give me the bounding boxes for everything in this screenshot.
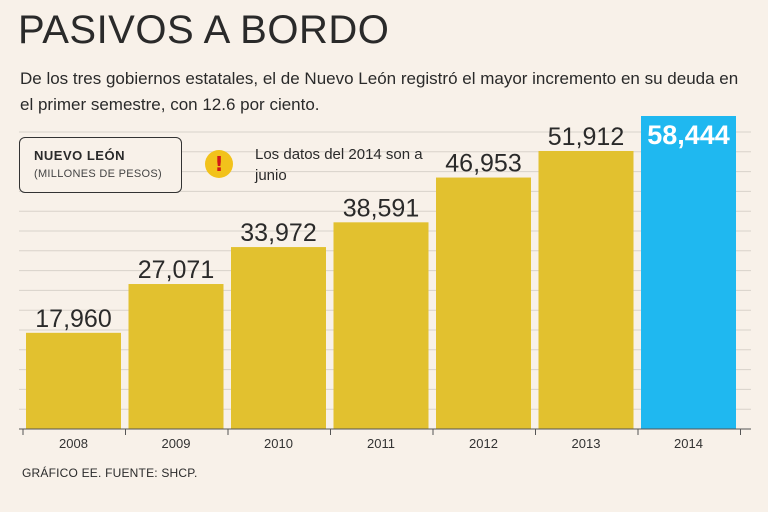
- bar-2008: [26, 332, 121, 429]
- bar-2011: [333, 222, 429, 429]
- note-text: Los datos del 2014 son a junio: [255, 146, 423, 184]
- value-label-2013: 51,912: [548, 123, 624, 151]
- value-label-2012: 46,953: [445, 150, 521, 178]
- category-label-2014: 2014: [674, 436, 703, 451]
- value-label-2011: 38,591: [343, 194, 419, 222]
- exclamation-warning-icon: !: [205, 150, 233, 178]
- legend-title: NUEVO LEÓN: [34, 148, 125, 163]
- category-label-2013: 2013: [572, 436, 601, 451]
- category-label-2010: 2010: [264, 436, 293, 451]
- category-label-2011: 2011: [367, 436, 395, 451]
- bar-2009: [128, 284, 224, 429]
- bar-2013: [538, 150, 634, 429]
- subtitle: De los tres gobiernos estatales, el de N…: [20, 69, 739, 114]
- bar-2010: [231, 247, 326, 429]
- value-label-2008: 17,960: [35, 305, 111, 333]
- category-label-2008: 2008: [59, 436, 88, 451]
- legend-box: NUEVO LEÓN (MILLONES DE PESOS): [19, 137, 182, 193]
- legend-unit: (MILLONES DE PESOS): [34, 168, 162, 180]
- bar-2012: [436, 177, 531, 429]
- category-label-2012: 2012: [469, 436, 498, 451]
- value-label-2014: 58,444: [647, 120, 730, 150]
- bar-2014: [641, 116, 736, 429]
- page-title: PASIVOS A BORDO: [18, 8, 390, 52]
- value-label-2010: 33,972: [240, 219, 316, 247]
- value-label-2009: 27,071: [138, 256, 214, 284]
- source-footer: GRÁFICO EE. FUENTE: SHCP.: [22, 466, 198, 480]
- category-label-2009: 2009: [162, 436, 191, 451]
